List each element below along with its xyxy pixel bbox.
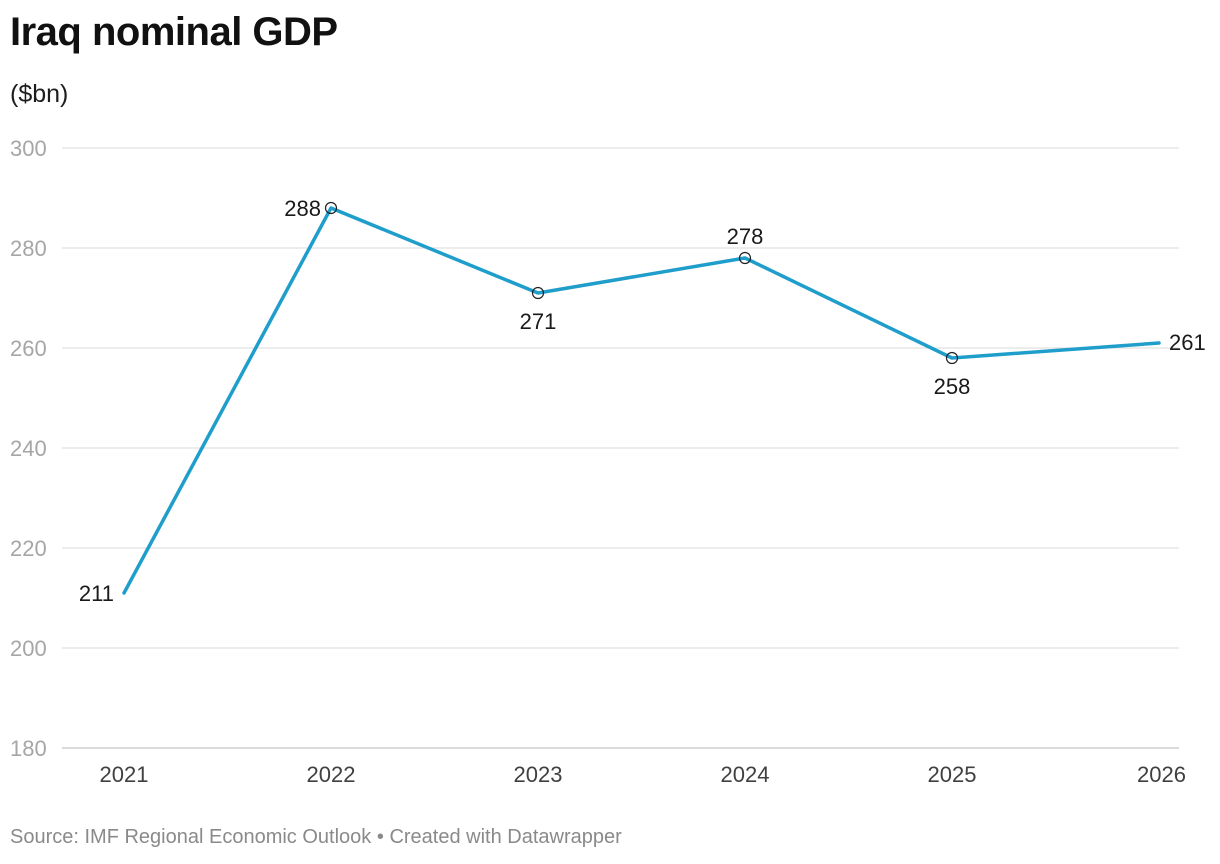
x-tick-label-2025: 2025	[928, 762, 977, 787]
x-axis-ticks: 2021 2022 2023 2024 2025 2026	[100, 762, 1186, 787]
x-tick-label-2023: 2023	[514, 762, 563, 787]
y-tick-label-180: 180	[10, 736, 47, 761]
point-marker-2023	[531, 286, 545, 300]
x-tick-label-2024: 2024	[721, 762, 770, 787]
chart-subtitle: ($bn)	[10, 80, 69, 108]
point-marker-2024	[738, 251, 752, 265]
y-tick-label-220: 220	[10, 536, 47, 561]
footer-credit: Created with Datawrapper	[389, 826, 622, 848]
data-label-2024: 278	[727, 224, 764, 249]
footer-source-label: Source:	[10, 826, 79, 848]
point-marker-2025	[945, 351, 959, 365]
y-tick-label-300: 300	[10, 136, 47, 161]
y-axis-ticks: 180 200 220 240 260 280 300	[10, 136, 47, 761]
x-tick-label-2021: 2021	[100, 762, 149, 787]
footer-source: IMF Regional Economic Outlook	[84, 826, 372, 848]
chart-footer: Source: IMF Regional Economic Outlook • …	[10, 826, 622, 849]
footer-separator: •	[376, 826, 384, 848]
data-label-2021: 211	[79, 581, 114, 606]
x-tick-label-2022: 2022	[307, 762, 356, 787]
y-tick-label-260: 260	[10, 336, 47, 361]
x-tick-label-2026: 2026	[1137, 762, 1186, 787]
y-tick-label-240: 240	[10, 436, 47, 461]
data-label-2025: 258	[934, 374, 971, 399]
point-marker-2022	[324, 201, 338, 215]
y-tick-label-200: 200	[10, 636, 47, 661]
gridlines	[62, 147, 1179, 749]
data-label-2023: 271	[520, 309, 557, 334]
markers-layer	[324, 201, 959, 365]
series-layer	[122, 206, 1161, 595]
data-label-2026: 261	[1169, 330, 1206, 355]
series-line-0	[122, 206, 1161, 595]
chart-title: Iraq nominal GDP	[10, 10, 338, 54]
data-label-2022: 288	[284, 196, 321, 221]
data-labels: 211 288 271 278 258 261	[79, 196, 1206, 606]
y-tick-label-280: 280	[10, 236, 47, 261]
